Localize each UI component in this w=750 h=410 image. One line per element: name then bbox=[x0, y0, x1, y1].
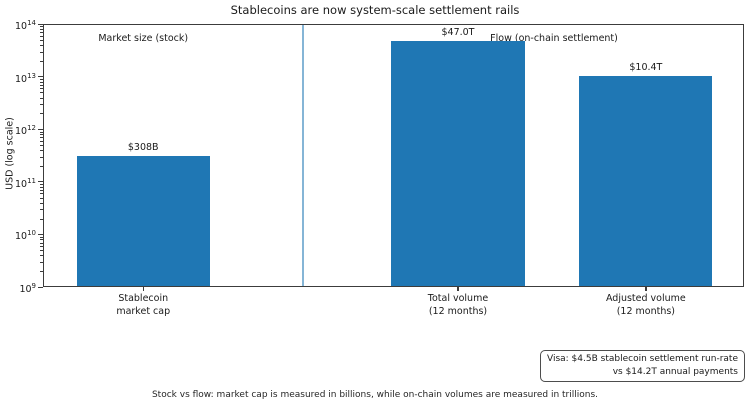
y-minor-tick bbox=[40, 104, 43, 106]
group-label-stock: Market size (stock) bbox=[98, 33, 189, 44]
x-tick-label: Adjusted volume (12 months) bbox=[605, 293, 686, 317]
y-minor-tick bbox=[40, 29, 43, 31]
visa-annotation-box: Visa: $4.5B stablecoin settlement run-ra… bbox=[540, 350, 745, 382]
y-minor-tick bbox=[40, 184, 43, 186]
y-major-tick bbox=[38, 23, 43, 25]
y-tick-label: 1013 bbox=[14, 71, 36, 85]
y-major-tick bbox=[38, 233, 43, 236]
y-tick-label: 1012 bbox=[14, 124, 36, 138]
x-tick bbox=[645, 287, 647, 291]
y-minor-tick bbox=[40, 255, 43, 257]
y-minor-tick bbox=[40, 202, 43, 204]
y-minor-tick bbox=[40, 44, 43, 46]
group-label-flow: Flow (on-chain settlement) bbox=[490, 33, 618, 44]
y-tick-label: 1014 bbox=[14, 19, 36, 33]
plot-area: Market size (stock) Flow (on-chain settl… bbox=[43, 24, 744, 287]
y-minor-tick bbox=[40, 246, 43, 248]
y-minor-tick bbox=[40, 261, 43, 263]
y-minor-tick bbox=[40, 218, 43, 220]
x-tick bbox=[457, 287, 459, 291]
y-minor-tick bbox=[40, 156, 43, 158]
bar-value-label: $47.0T bbox=[441, 27, 475, 39]
y-major-tick bbox=[38, 76, 43, 78]
y-minor-tick bbox=[40, 134, 43, 136]
y-minor-tick bbox=[40, 51, 43, 53]
y-minor-tick bbox=[40, 60, 43, 62]
y-minor-tick bbox=[40, 140, 43, 142]
bar-0 bbox=[76, 156, 210, 287]
y-minor-tick bbox=[40, 239, 43, 241]
bar-2 bbox=[579, 75, 713, 287]
y-minor-tick bbox=[40, 35, 43, 37]
y-minor-tick bbox=[40, 271, 43, 273]
y-minor-tick bbox=[40, 79, 43, 80]
y-minor-tick bbox=[40, 137, 43, 139]
y-axis-label: USD (log scale) bbox=[4, 117, 16, 190]
y-minor-tick bbox=[40, 209, 43, 211]
y-major-tick bbox=[38, 286, 43, 288]
x-tick-label: Total volume (12 months) bbox=[427, 293, 489, 317]
y-minor-tick bbox=[40, 236, 43, 238]
y-major-tick bbox=[38, 128, 43, 130]
y-minor-tick bbox=[40, 88, 43, 90]
group-divider-line bbox=[302, 24, 304, 287]
y-minor-tick bbox=[40, 97, 43, 99]
y-minor-tick bbox=[40, 193, 43, 195]
y-minor-tick bbox=[40, 32, 43, 34]
y-minor-tick bbox=[40, 84, 43, 86]
y-minor-tick bbox=[40, 26, 43, 28]
y-minor-tick bbox=[40, 150, 43, 152]
y-minor-tick bbox=[40, 92, 43, 94]
y-minor-tick bbox=[40, 250, 43, 252]
y-tick-label: 109 bbox=[19, 282, 36, 296]
bar-1 bbox=[391, 41, 525, 287]
y-minor-tick bbox=[40, 145, 43, 147]
y-minor-tick bbox=[40, 189, 43, 191]
x-tick-label: Stablecoin market cap bbox=[116, 293, 171, 317]
y-minor-tick bbox=[40, 197, 43, 199]
chart-caption: Stock vs flow: market cap is measured in… bbox=[151, 390, 599, 400]
y-minor-tick bbox=[40, 39, 43, 41]
y-major-tick bbox=[38, 181, 43, 183]
chart-title: Stablecoins are now system-scale settlem… bbox=[230, 3, 520, 17]
y-tick-label: 1010 bbox=[14, 229, 36, 243]
y-minor-tick bbox=[40, 165, 43, 167]
bar-value-label: $308B bbox=[127, 142, 159, 154]
x-tick bbox=[142, 287, 144, 291]
y-minor-tick bbox=[40, 131, 43, 133]
y-minor-tick bbox=[40, 242, 43, 244]
y-minor-tick bbox=[40, 81, 43, 83]
y-minor-tick bbox=[40, 113, 43, 115]
bar-value-label: $10.4T bbox=[629, 61, 663, 73]
y-minor-tick bbox=[40, 186, 43, 188]
y-tick-label: 1011 bbox=[14, 176, 36, 190]
